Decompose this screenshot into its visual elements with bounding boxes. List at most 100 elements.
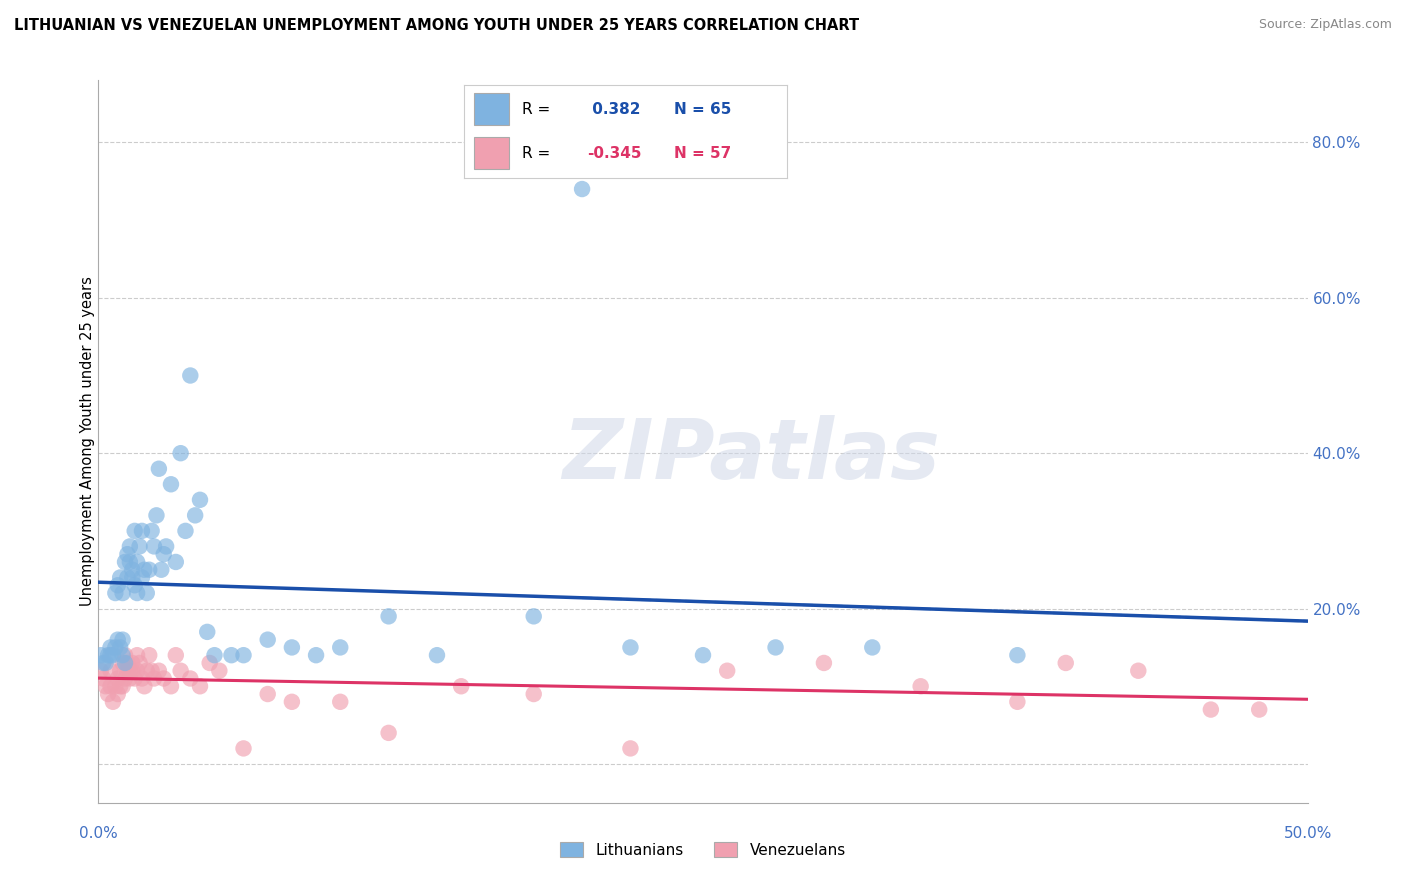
Point [329,640,352,655]
Point [860,640,883,655]
Point [111,648,134,663]
Point [118,540,141,554]
Point [91,672,114,686]
Point [108,570,131,584]
Point [523,609,546,624]
Point [94,679,117,693]
Text: LITHUANIAN VS VENEZUELAN UNEMPLOYMENT AMONG YOUTH UNDER 25 YEARS CORRELATION CHA: LITHUANIAN VS VENEZUELAN UNEMPLOYMENT AM… [14,18,859,33]
Point [90,664,112,678]
Point [1128,664,1150,678]
Point [619,741,641,756]
Point [101,648,124,663]
Point [174,524,197,538]
Point [124,578,146,592]
Point [377,726,399,740]
Point [118,672,141,686]
Point [765,640,787,655]
Point [91,656,114,670]
Point [108,640,131,655]
Point [108,664,131,678]
Point [138,563,160,577]
Point [107,672,129,686]
Point [141,664,163,678]
Point [124,524,146,538]
Point [117,547,139,561]
Point [571,182,593,196]
Point [155,540,177,554]
Point [108,679,131,693]
Point [256,632,278,647]
Point [97,687,120,701]
Point [100,679,122,693]
Point [131,672,153,686]
Point [165,648,187,663]
Point [910,679,932,693]
Point [165,555,187,569]
Point [100,664,122,678]
Point [107,578,129,592]
Point [152,547,174,561]
Point [124,672,146,686]
Point [619,640,641,655]
Y-axis label: Unemployment Among Youth under 25 years: Unemployment Among Youth under 25 years [80,277,94,607]
Point [716,664,738,678]
Legend: Lithuanians, Venezuelans: Lithuanians, Venezuelans [554,836,852,863]
Text: 0.382: 0.382 [586,102,640,117]
Point [426,648,449,663]
Point [128,540,150,554]
Point [232,741,254,756]
Point [232,648,254,663]
Point [104,679,127,693]
Point [1249,702,1271,716]
Point [128,656,150,670]
Point [117,570,139,584]
Point [114,672,136,686]
Point [160,477,183,491]
Point [121,570,143,584]
Point [523,687,546,701]
Point [188,679,211,693]
Point [111,679,134,693]
Text: -0.345: -0.345 [586,145,641,161]
Point [134,563,156,577]
Point [145,508,167,523]
Point [114,555,136,569]
Point [114,656,136,670]
Point [111,586,134,600]
Point [118,555,141,569]
Text: R =: R = [522,145,555,161]
Point [198,656,221,670]
Point [1007,695,1029,709]
Point [184,508,207,523]
Point [329,695,352,709]
Point [1199,702,1222,716]
Point [127,555,149,569]
Point [131,524,153,538]
Point [169,446,191,460]
Point [118,664,141,678]
Point [204,648,226,663]
Point [305,648,328,663]
Point [90,648,112,663]
Point [127,648,149,663]
Point [179,368,201,383]
Point [1054,656,1077,670]
Point [100,648,122,663]
Point [121,563,143,577]
Point [121,664,143,678]
Text: Source: ZipAtlas.com: Source: ZipAtlas.com [1258,18,1392,31]
Point [143,672,166,686]
Point [104,640,127,655]
Text: ZIPatlas: ZIPatlas [562,416,941,497]
Point [107,687,129,701]
Point [148,461,170,475]
Text: N = 57: N = 57 [675,145,731,161]
Point [256,687,278,701]
Point [134,679,156,693]
Point [107,632,129,647]
Point [117,656,139,670]
Point [141,524,163,538]
Point [148,664,170,678]
Point [450,679,472,693]
Point [135,586,157,600]
